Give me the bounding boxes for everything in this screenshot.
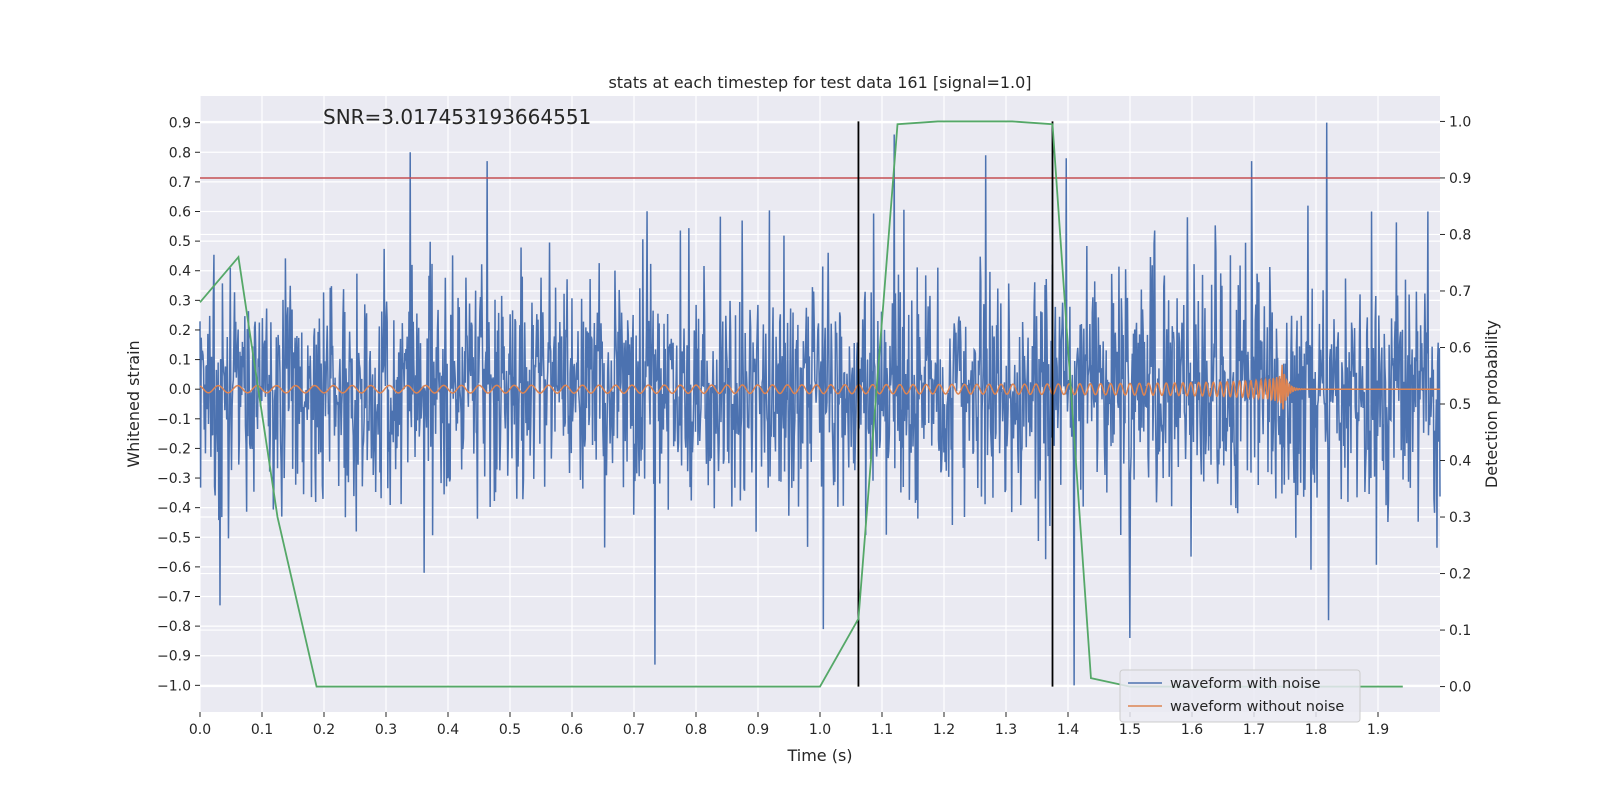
y-tick-label: 0.5 <box>169 234 191 250</box>
x-tick-label: 0.7 <box>623 722 645 738</box>
x-tick-label: 1.9 <box>1367 722 1389 738</box>
y-tick-label: −0.3 <box>157 471 191 487</box>
grid <box>199 96 1440 712</box>
y2-tick-label: 0.2 <box>1449 567 1471 583</box>
x-tick-label: 0.3 <box>375 722 397 738</box>
y2-tick-label: 0.8 <box>1449 227 1471 243</box>
x-tick-label: 0.2 <box>313 722 335 738</box>
y2-tick-label: 0.4 <box>1449 454 1471 470</box>
y2-tick-label: 0.9 <box>1449 171 1471 187</box>
y-tick-label: 0.8 <box>169 145 191 161</box>
legend-label-clean: waveform without noise <box>1170 699 1344 715</box>
x-tick-label: 1.5 <box>1119 722 1141 738</box>
series-layer <box>199 120 1441 688</box>
x-tick-label: 1.8 <box>1305 722 1327 738</box>
y-tick-label: 0.3 <box>169 293 191 309</box>
y-tick-label: 0.0 <box>169 382 191 398</box>
x-tick-label: 0.4 <box>437 722 459 738</box>
x-tick-label: 0.5 <box>499 722 521 738</box>
snr-annotation: SNR=3.017453193664551 <box>323 105 591 129</box>
y-tick-label: −0.9 <box>157 649 191 665</box>
y-tick-label: −1.0 <box>157 678 191 694</box>
y2-tick-label: 1.0 <box>1449 114 1471 130</box>
y2-tick-label: 0.5 <box>1449 397 1471 413</box>
y-tick-label: −0.1 <box>157 412 191 428</box>
y-tick-label: −0.2 <box>157 441 191 457</box>
x-tick-label: 0.8 <box>685 722 707 738</box>
y-tick-label: −0.4 <box>157 501 191 517</box>
noisy-waveform-line <box>199 122 1441 686</box>
y-tick-label: 0.4 <box>169 264 191 280</box>
x-tick-label: 1.3 <box>995 722 1017 738</box>
x-tick-label: 0.6 <box>561 722 583 738</box>
y-tick-label: −0.6 <box>157 560 191 576</box>
y-tick-label: 0.7 <box>169 175 191 191</box>
y2-axis-label: Detection probability <box>1482 320 1501 488</box>
x-tick-label: 0.0 <box>189 722 211 738</box>
y-tick-label: −0.5 <box>157 530 191 546</box>
legend-label-noise: waveform with noise <box>1170 676 1321 692</box>
y2-tick-label: 0.6 <box>1449 340 1471 356</box>
legend: waveform with noise waveform without noi… <box>1119 669 1361 723</box>
y-tick-label: 0.6 <box>169 205 191 221</box>
x-tick-label: 0.1 <box>251 722 273 738</box>
y-tick-label: −0.7 <box>157 590 191 606</box>
clean-waveform-line <box>199 364 1440 410</box>
y-tick-label: 0.1 <box>169 353 191 369</box>
chart-title: stats at each timestep for test data 161… <box>608 73 1031 92</box>
y2-tick-label: 0.0 <box>1449 680 1471 696</box>
x-tick-label: 1.6 <box>1181 722 1203 738</box>
x-tick-label: 1.7 <box>1243 722 1265 738</box>
ticks: 0.0 0.1 0.2 0.3 0.4 0.5 0.6 0.7 0.8 0.9 1.0 1.1 1.2 1… <box>157 114 1471 738</box>
x-axis-label: Time (s) <box>786 746 852 765</box>
y2-tick-label: 0.1 <box>1449 623 1471 639</box>
y2-tick-label: 0.7 <box>1449 284 1471 300</box>
legend-box <box>1119 669 1361 723</box>
y-axis-label: Whitened strain <box>124 340 143 467</box>
x-tick-label: 1.2 <box>933 722 955 738</box>
x-tick-label: 1.4 <box>1057 722 1079 738</box>
y2-tick-label: 0.3 <box>1449 510 1471 526</box>
detection-probability-line <box>199 120 1403 688</box>
x-tick-label: 1.1 <box>871 722 893 738</box>
y-tick-label: −0.8 <box>157 619 191 635</box>
x-tick-label: 0.9 <box>747 722 769 738</box>
x-tick-label: 1.0 <box>809 722 831 738</box>
y-tick-label: 0.2 <box>169 323 191 339</box>
y-tick-label: 0.9 <box>169 116 191 132</box>
